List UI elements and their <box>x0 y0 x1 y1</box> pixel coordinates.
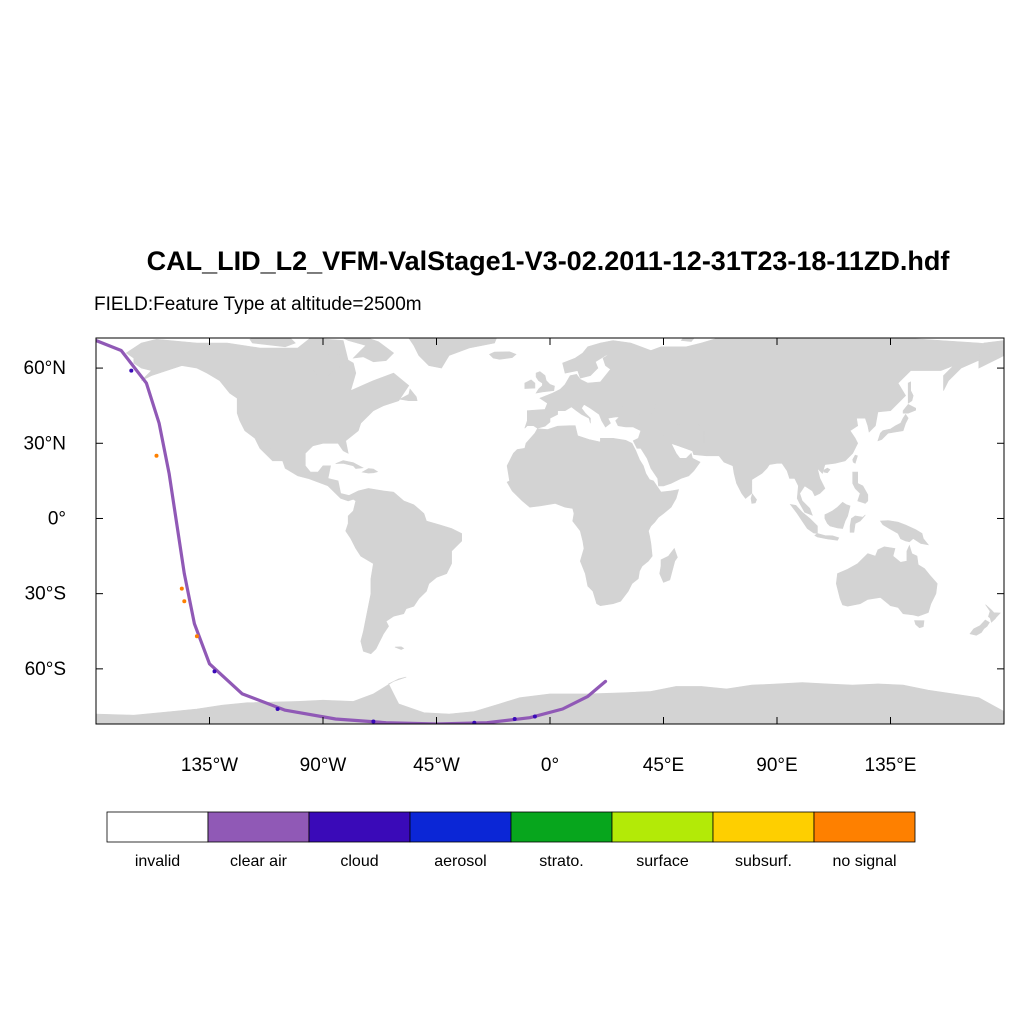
track-point-cloud <box>371 719 376 724</box>
land-new-zealand-north <box>985 604 1001 623</box>
land-new-zealand-south <box>969 619 990 636</box>
land-eurasia <box>524 338 1004 516</box>
land-japan <box>877 413 909 442</box>
legend-label: invalid <box>135 853 180 870</box>
legend-label: strato. <box>539 853 583 870</box>
land-sulawesi <box>849 514 866 533</box>
land-madagascar <box>659 547 678 583</box>
lat-tick-label: 0° <box>48 508 66 529</box>
track-point-cloud <box>129 368 134 373</box>
track-point-cloud <box>472 720 477 724</box>
legend-label: aerosol <box>434 853 486 870</box>
legend-swatch-aerosol <box>409 811 512 843</box>
satellite-track <box>96 338 608 724</box>
legend-label: surface <box>636 853 689 870</box>
lon-tick-label: 90°W <box>300 755 347 776</box>
lon-tick-label: 45°W <box>413 755 460 776</box>
map-subtitle: FIELD:Feature Type at altitude=2500m <box>94 294 422 315</box>
legend-label: no signal <box>832 853 896 870</box>
land-java <box>814 533 840 541</box>
land-british-isles <box>535 371 555 394</box>
track-point-cloud <box>532 714 537 719</box>
land-cuba <box>335 460 364 469</box>
lat-tick-label: 30°N <box>24 433 66 454</box>
land-layer <box>96 317 1004 724</box>
lon-tick-label: 90°E <box>756 755 797 776</box>
land-australia <box>835 544 938 617</box>
land-borneo <box>824 501 851 529</box>
legend-swatch-clear-air <box>207 811 310 843</box>
land-hainan <box>823 467 831 474</box>
land-iceland <box>488 351 517 360</box>
legend-swatch-cloud <box>308 811 411 843</box>
legend-label: cloud <box>340 853 378 870</box>
land-philippines <box>852 471 869 504</box>
track-line-clear-air <box>96 338 608 724</box>
track-point-cloud <box>512 717 517 721</box>
lon-tick-label: 135°W <box>181 755 238 776</box>
land-novaya-zemlya <box>680 338 695 342</box>
land-arabia-iran <box>660 421 710 455</box>
land-tasmania <box>914 620 925 629</box>
land-sri-lanka <box>750 493 757 504</box>
land-svalbard <box>578 317 618 327</box>
land-new-guinea <box>879 520 930 546</box>
land-taiwan <box>852 454 858 464</box>
lat-tick-label: 60°N <box>24 358 66 379</box>
land-hispaniola <box>361 468 379 474</box>
track-point-no-signal <box>182 599 187 604</box>
land-greenland <box>408 338 497 369</box>
land-newfoundland <box>398 388 418 401</box>
land-africa <box>506 425 680 607</box>
color-legend: invalid clear air cloud aerosol strato. surfa… <box>106 811 916 870</box>
land-baffin-island <box>342 338 395 363</box>
land-alaska-east-siberia <box>978 340 1004 369</box>
legend-label: subsurf. <box>735 853 792 870</box>
land-ireland <box>524 379 536 389</box>
lat-tick-label: 60°S <box>25 659 66 680</box>
land-south-america <box>345 488 462 655</box>
track-point-cloud <box>275 707 280 711</box>
track-point-no-signal <box>179 586 184 591</box>
axis-ticks: 60°N 30°N 0° 30°S 60°S 135°W 90°W 45°W 0° 45°E 90°… <box>24 338 1004 776</box>
legend-swatch-subsurf- <box>712 811 815 843</box>
lon-tick-label: 135°E <box>865 755 917 776</box>
land-antarctica <box>96 676 1004 724</box>
land-hokkaido <box>902 404 916 414</box>
track-point-no-signal <box>154 453 159 458</box>
land-sakhalin <box>907 381 914 404</box>
track-point-no-signal <box>194 634 199 639</box>
legend-swatch-surface <box>611 811 714 843</box>
land-victoria-island <box>249 338 296 348</box>
lon-tick-label: 0° <box>541 755 559 776</box>
land-falklands <box>394 646 405 650</box>
track-point-cloud <box>212 669 217 674</box>
legend-swatch-invalid <box>106 811 209 843</box>
lon-tick-label: 45°E <box>643 755 684 776</box>
land-north-america <box>125 338 410 502</box>
map-title: CAL_LID_L2_VFM-ValStage1-V3-02.2011-12-3… <box>146 246 950 276</box>
legend-label: clear air <box>230 853 288 870</box>
lat-tick-label: 30°S <box>25 584 66 605</box>
legend-swatch-no-signal <box>813 811 916 843</box>
legend-swatch-strato- <box>510 811 613 843</box>
